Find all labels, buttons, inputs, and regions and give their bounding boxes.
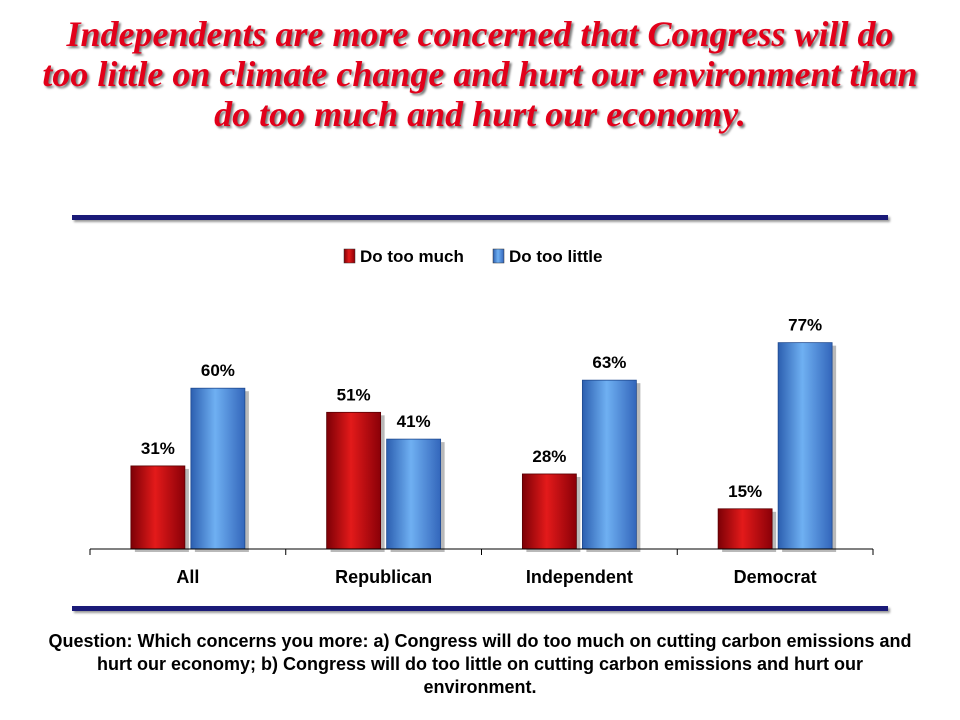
- x-axis: All Republican Independent Democrat: [89, 548, 874, 587]
- data-label-republican-do-too-little: 41%: [397, 412, 431, 431]
- question-divider: [72, 606, 888, 611]
- bar-republican-do-too-little: [386, 438, 442, 550]
- chart-legend: Do too much Do too little: [343, 247, 602, 266]
- x-tick-label-republican: Republican: [335, 567, 432, 587]
- bar-chart: Do too much Do too little 31% 60% 51% 41% 28%…: [89, 247, 874, 587]
- bar-republican-do-too-much: [326, 411, 382, 550]
- legend-swatch-do-too-little: [492, 248, 505, 264]
- bar-all-do-too-little: [190, 387, 246, 550]
- data-label-independent-do-too-much: 28%: [532, 447, 566, 466]
- legend-label-do-too-much: Do too much: [360, 247, 464, 266]
- bar-democrat-do-too-little: [777, 342, 833, 550]
- data-label-democrat-do-too-much: 15%: [728, 482, 762, 501]
- legend-label-do-too-little: Do too little: [509, 247, 602, 266]
- x-tick-label-independent: Independent: [526, 567, 633, 587]
- bar-democrat-do-too-much: [717, 508, 773, 550]
- data-label-all-do-too-much: 31%: [141, 439, 175, 458]
- bar-all-do-too-much: [130, 465, 186, 550]
- bars-group: 31% 60% 51% 41% 28% 63% 15% 77%: [130, 316, 837, 552]
- x-tick-label-democrat: Democrat: [734, 567, 817, 587]
- data-label-independent-do-too-little: 63%: [592, 353, 626, 372]
- chart-title: Independents are more concerned that Con…: [42, 14, 918, 134]
- data-label-republican-do-too-much: 51%: [337, 385, 371, 404]
- data-label-democrat-do-too-little: 77%: [788, 316, 822, 335]
- bar-independent-do-too-little: [581, 379, 637, 550]
- x-tick-label-all: All: [176, 567, 199, 587]
- title-divider: [72, 215, 888, 220]
- data-label-all-do-too-little: 60%: [201, 361, 235, 380]
- legend-swatch-do-too-much: [343, 248, 356, 264]
- bar-independent-do-too-much: [521, 473, 577, 550]
- survey-question: Question: Which concerns you more: a) Co…: [48, 631, 912, 697]
